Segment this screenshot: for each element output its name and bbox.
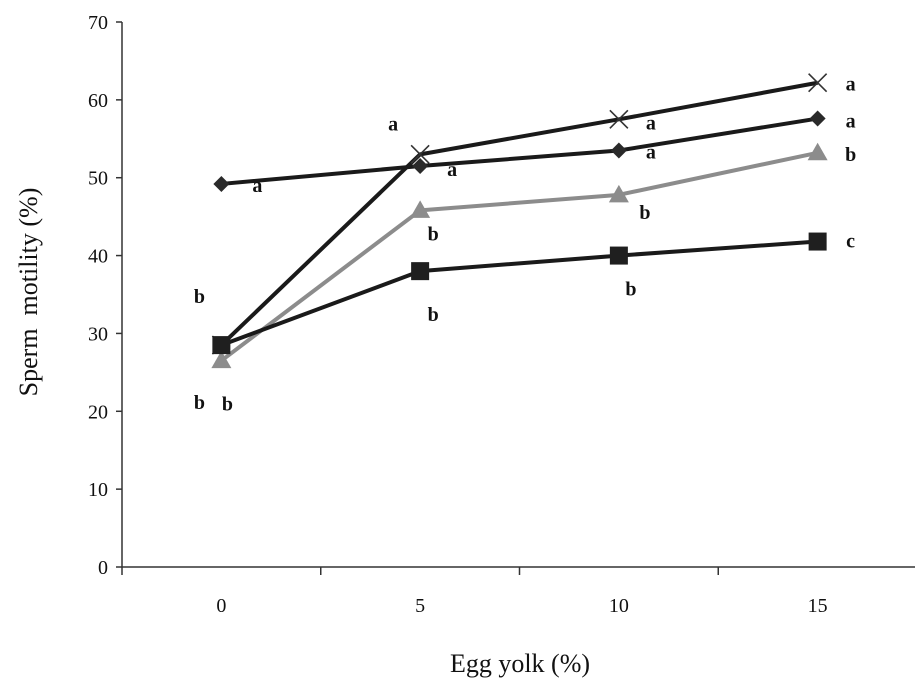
- y-tick-label: 60: [88, 90, 108, 112]
- significance-letter: b: [625, 279, 636, 301]
- significance-letter: b: [222, 394, 233, 416]
- data-point: [410, 144, 430, 164]
- significance-letter: b: [639, 202, 650, 224]
- series-line: [219, 80, 818, 347]
- significance-letter: a: [846, 74, 856, 96]
- data-point: [608, 184, 629, 203]
- series-line: [221, 116, 818, 186]
- axes: 0 10 20 30 40 50 60 70 0 5 10 15: [88, 12, 915, 617]
- significance-letter: b: [194, 286, 205, 308]
- y-axis-title: Sperm motility (%): [14, 188, 43, 397]
- x-tick-label: 10: [609, 595, 629, 617]
- data-point: [410, 200, 431, 218]
- significance-letter: a: [646, 112, 656, 134]
- data-point: [213, 175, 230, 192]
- data-point: [411, 262, 430, 281]
- x-tick-label: 15: [808, 595, 828, 617]
- series-triangle: [211, 142, 828, 369]
- y-tick-label: 30: [88, 323, 108, 345]
- data-point: [609, 246, 628, 265]
- series-square: [212, 232, 827, 355]
- y-tick-label: 20: [88, 401, 108, 423]
- data-point: [808, 73, 828, 93]
- data-point: [809, 110, 826, 127]
- data-point: [212, 336, 231, 355]
- data-point: [412, 158, 429, 175]
- x-tick-label: 5: [415, 595, 425, 617]
- x-tick-label: 0: [216, 595, 226, 617]
- y-tick-label: 10: [88, 479, 108, 501]
- x-axis-title: Egg yolk (%): [450, 649, 590, 678]
- y-tick-label: 50: [88, 168, 108, 190]
- significance-letter: b: [845, 144, 856, 166]
- series-diamond: [213, 110, 826, 192]
- significance-letter: a: [252, 175, 262, 197]
- series-line: [220, 239, 818, 347]
- data-point: [807, 142, 828, 161]
- y-tick-label: 0: [98, 557, 108, 579]
- significance-letter: a: [846, 111, 856, 133]
- y-tick-label: 70: [88, 12, 108, 34]
- data-point: [610, 142, 627, 159]
- significance-letter: a: [646, 141, 656, 163]
- data-point: [609, 109, 629, 129]
- significance-letter: b: [428, 223, 439, 245]
- significance-letter: a: [388, 113, 398, 135]
- data-point: [808, 232, 827, 251]
- series-layer: [211, 73, 828, 369]
- significance-letter: b: [428, 304, 439, 326]
- data-point: [211, 350, 232, 369]
- series-line: [220, 150, 819, 363]
- significance-letter: c: [846, 231, 855, 253]
- y-tick-label: 40: [88, 246, 108, 268]
- significance-letter: b: [194, 392, 205, 414]
- significance-letter: a: [447, 159, 457, 181]
